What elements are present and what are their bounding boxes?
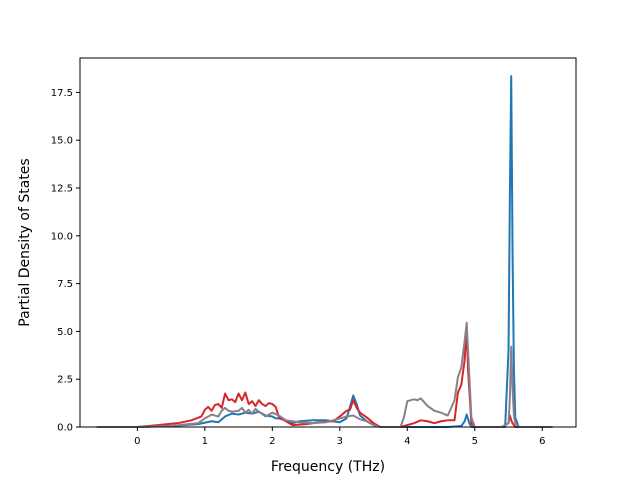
x-axis-label: Frequency (THz) <box>271 459 385 475</box>
x-tick-label: 0 <box>134 436 140 447</box>
y-tick-label: 17.5 <box>51 88 73 99</box>
x-tick-label: 1 <box>202 436 208 447</box>
plot-layer <box>96 75 553 428</box>
y-axis-label: Partial Density of States <box>17 158 33 326</box>
y-tick-label: 10.0 <box>51 231 73 242</box>
x-axis: 0 1 2 3 4 5 6 <box>134 427 545 447</box>
y-tick-label: 2.5 <box>57 375 73 386</box>
series-line-1 <box>96 75 553 428</box>
x-tick-label: 2 <box>269 436 275 447</box>
y-axis: 0.0 2.5 5.0 7.5 10.0 12.5 15.0 17.5 <box>51 88 80 434</box>
x-tick-label: 3 <box>337 436 343 447</box>
plot-frame <box>79 57 577 428</box>
y-tick-label: 0.0 <box>57 423 73 434</box>
series-line-3 <box>96 321 553 428</box>
series-line-2 <box>96 326 553 428</box>
x-tick-label: 4 <box>404 436 410 447</box>
x-tick-label: 6 <box>539 436 545 447</box>
x-tick-label: 5 <box>472 436 478 447</box>
y-tick-label: 12.5 <box>51 184 73 195</box>
y-tick-label: 7.5 <box>57 279 73 290</box>
y-tick-label: 15.0 <box>51 136 73 147</box>
y-tick-label: 5.0 <box>57 327 73 338</box>
